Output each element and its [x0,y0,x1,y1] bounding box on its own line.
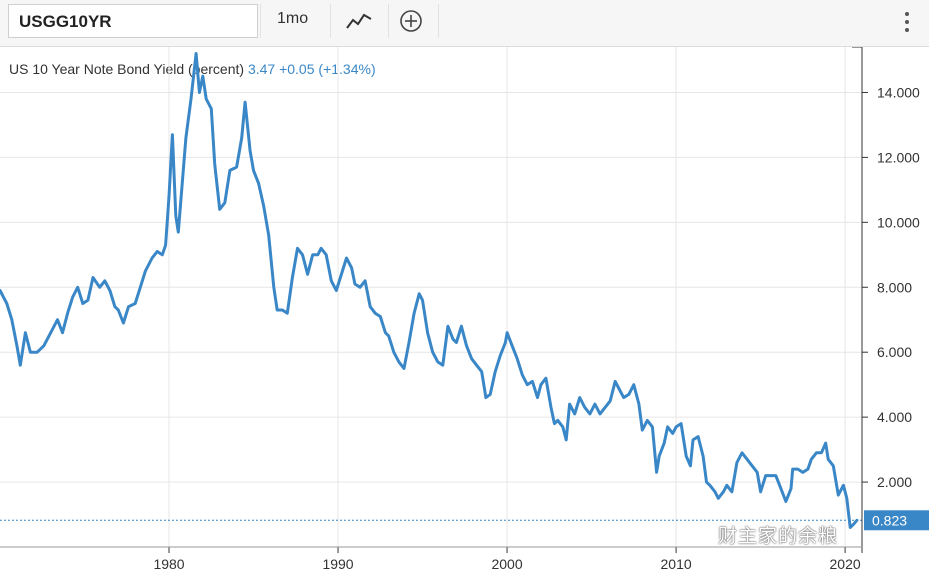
yield-line [0,52,859,529]
y-tick-label: 8.000 [877,279,912,295]
last-value-tag [864,510,929,531]
x-tick-label: 2000 [491,556,522,572]
toolbar-divider [388,4,389,38]
y-tick-label: 10.000 [877,214,920,230]
x-tick-label: 1980 [153,556,184,572]
y-tick-label: 6.000 [877,344,912,360]
last-value-label: 0.823 [872,512,907,528]
toolbar-divider [330,4,331,38]
toolbar-divider [260,4,261,38]
change-value: +0.05 [279,61,315,77]
x-tick-label: 1990 [322,556,353,572]
toolbar-divider [438,4,439,38]
period-selector[interactable]: 1mo [277,10,309,27]
more-vertical-icon[interactable] [900,10,914,39]
x-tick-label: 2010 [661,556,692,572]
last-value: 3.47 [247,61,276,77]
y-tick-label: 14.000 [877,84,920,100]
y-tick-label: 2.000 [877,474,912,490]
change-percent: (+1.34%) [318,61,376,77]
y-tick-label: 4.000 [877,409,912,425]
line-chart-icon[interactable] [346,11,372,36]
yield-chart[interactable]: 2.000 4.000 6.000 8.000 10.000 12.000 14.000 19… [0,47,929,574]
y-tick-label: 12.000 [877,149,920,165]
series-group [0,52,862,529]
add-circle-icon[interactable] [399,9,423,38]
axes-group: 2.000 4.000 6.000 8.000 10.000 12.000 14.000 19… [0,47,929,572]
chart-grid [0,47,862,547]
symbol-input[interactable]: USGG10YR [8,4,258,38]
chart-toolbar: USGG10YR 1mo [0,0,929,47]
chart-legend: US 10 Year Note Bond Yield (percent) 3.4… [9,61,376,77]
x-tick-label: 2020 [830,556,861,572]
series-name: US 10 Year Note Bond Yield (percent) [9,61,245,77]
watermark: 财主家的余粮 [718,525,839,547]
